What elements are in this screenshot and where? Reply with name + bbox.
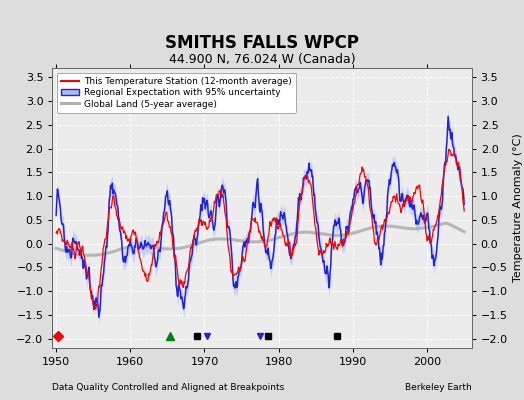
Y-axis label: Temperature Anomaly (°C): Temperature Anomaly (°C) (514, 134, 523, 282)
Text: 44.900 N, 76.024 W (Canada): 44.900 N, 76.024 W (Canada) (169, 53, 355, 66)
Text: SMITHS FALLS WPCP: SMITHS FALLS WPCP (165, 34, 359, 52)
Text: Data Quality Controlled and Aligned at Breakpoints: Data Quality Controlled and Aligned at B… (52, 383, 285, 392)
Text: Berkeley Earth: Berkeley Earth (405, 383, 472, 392)
Legend: This Temperature Station (12-month average), Regional Expectation with 95% uncer: This Temperature Station (12-month avera… (57, 72, 296, 113)
